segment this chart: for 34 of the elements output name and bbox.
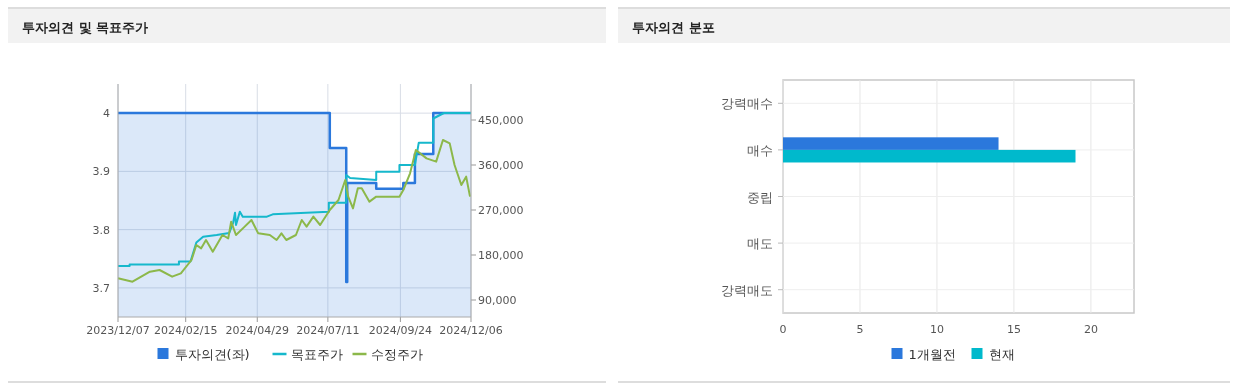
line-series: [117, 139, 472, 283]
y-tick-label: 3.8: [92, 223, 110, 237]
y2-tick-label: 90,000: [478, 294, 517, 307]
y2-tick-label: 270,000: [478, 204, 524, 217]
x-tick-label: 2024/07/11: [296, 324, 360, 337]
x-tick-label: 2024/12/06: [439, 324, 503, 337]
x-tick-label: 2024/04/29: [225, 324, 289, 337]
y-tick-label: 매수: [747, 142, 773, 158]
y-tick-label: 중립: [747, 189, 773, 205]
x-tick-label: 0: [779, 323, 787, 336]
y-tick-label: 3.7: [92, 281, 110, 295]
x-tick-label: 5: [856, 323, 864, 336]
y-tick-label: 강력매수: [721, 96, 773, 112]
legend-label: 현재: [988, 347, 1015, 362]
y-tick-label: 3.9: [92, 165, 110, 179]
legend-label: 목표주가: [290, 347, 343, 362]
y2-tick-label: 180,000: [478, 249, 524, 262]
y2-tick-label: 360,000: [478, 159, 524, 172]
y-tick-label: 강력매도: [721, 282, 773, 298]
x-tick-label: 2024/02/15: [154, 324, 218, 337]
line-series: [117, 112, 472, 267]
legend-label: 1개월전: [908, 347, 956, 362]
text: 투자의견 분포: [632, 20, 715, 35]
x-tick-label: 20: [1083, 323, 1098, 336]
x-tick-label: 10: [929, 323, 944, 336]
chart-title: 투자의견 및 목표주가: [22, 20, 149, 35]
y-tick-label: 4: [103, 107, 110, 121]
y-tick-label: 매도: [747, 236, 773, 252]
x-tick-label: 2023/12/07: [86, 324, 150, 337]
y2-tick-label: 450,000: [478, 114, 524, 127]
legend-label: 수정주가: [370, 347, 423, 362]
x-tick-label: 2024/09/24: [368, 324, 433, 337]
legend-label: 투자의견(좌): [174, 347, 250, 362]
x-tick-label: 15: [1006, 323, 1021, 336]
